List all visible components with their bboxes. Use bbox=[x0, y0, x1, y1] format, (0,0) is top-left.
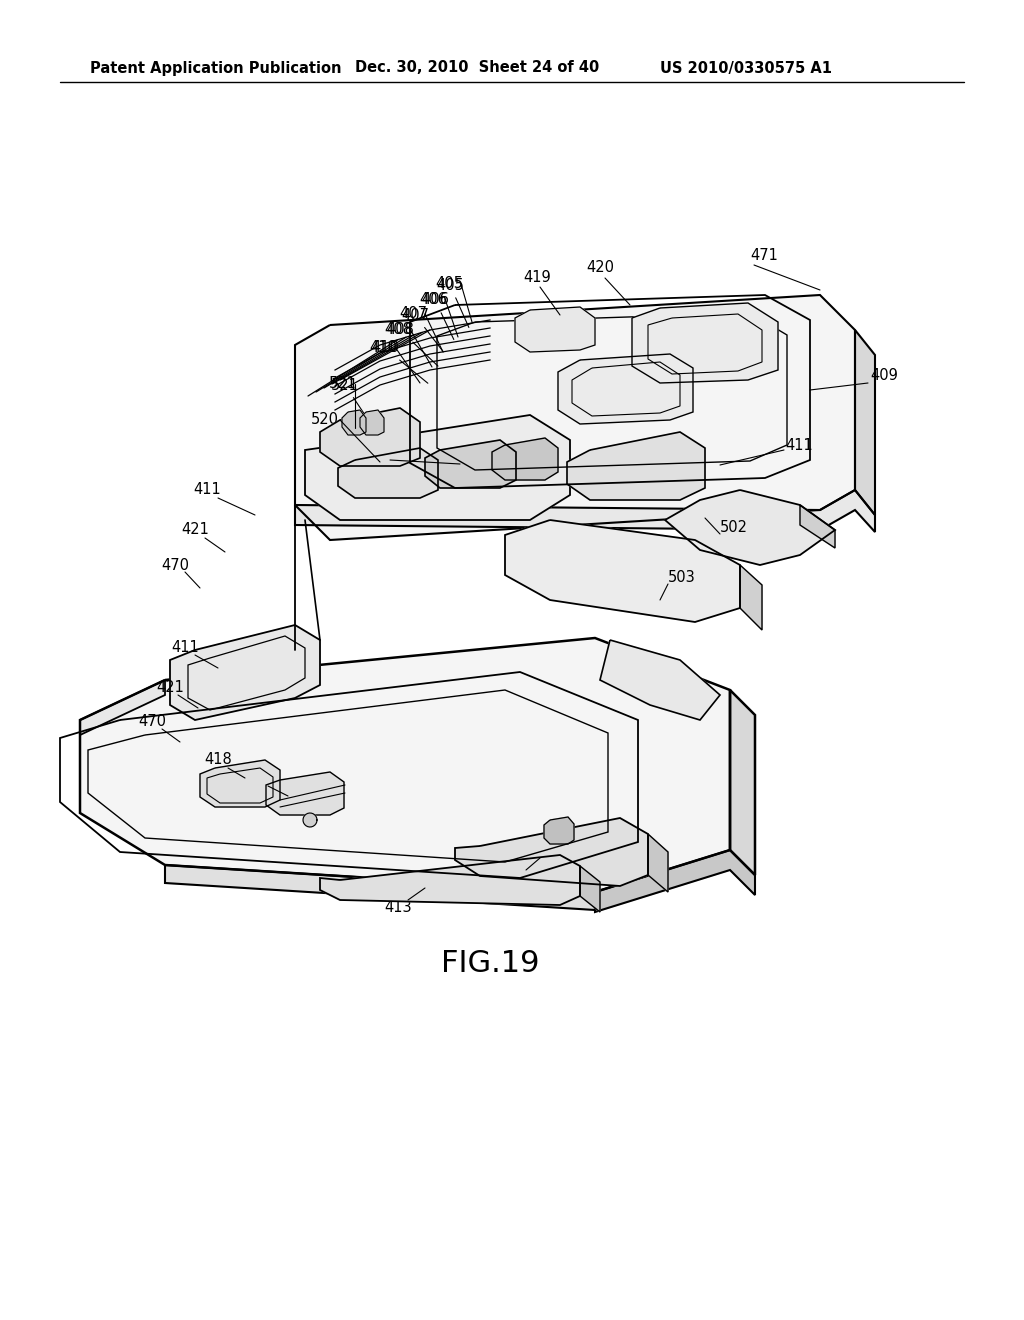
Polygon shape bbox=[730, 690, 755, 875]
Polygon shape bbox=[319, 408, 420, 466]
Polygon shape bbox=[740, 565, 762, 630]
Polygon shape bbox=[425, 440, 516, 488]
Polygon shape bbox=[165, 865, 595, 909]
Polygon shape bbox=[595, 850, 755, 912]
Polygon shape bbox=[319, 855, 580, 906]
Polygon shape bbox=[342, 411, 366, 436]
Text: 470: 470 bbox=[161, 557, 189, 573]
Text: 418: 418 bbox=[204, 752, 231, 767]
Text: 411: 411 bbox=[171, 640, 199, 656]
Polygon shape bbox=[600, 640, 720, 719]
Text: 502: 502 bbox=[720, 520, 748, 536]
Polygon shape bbox=[295, 490, 874, 532]
Text: 411: 411 bbox=[785, 437, 813, 453]
Text: 406: 406 bbox=[421, 293, 454, 339]
Text: 405: 405 bbox=[436, 277, 469, 327]
Polygon shape bbox=[200, 760, 280, 807]
Text: 601: 601 bbox=[504, 855, 531, 870]
Polygon shape bbox=[80, 680, 165, 735]
Polygon shape bbox=[305, 414, 570, 520]
Text: 410: 410 bbox=[371, 341, 428, 383]
Text: 417: 417 bbox=[244, 771, 272, 785]
Polygon shape bbox=[665, 490, 835, 565]
Polygon shape bbox=[492, 438, 558, 480]
Text: 410: 410 bbox=[369, 339, 397, 355]
Text: 411: 411 bbox=[194, 483, 221, 498]
Text: 421: 421 bbox=[156, 681, 184, 696]
Text: 521: 521 bbox=[331, 378, 374, 428]
Polygon shape bbox=[855, 330, 874, 515]
Polygon shape bbox=[80, 638, 730, 892]
Polygon shape bbox=[266, 772, 344, 814]
Polygon shape bbox=[544, 817, 574, 843]
Text: 406: 406 bbox=[419, 292, 446, 306]
Text: 407: 407 bbox=[399, 306, 427, 322]
Polygon shape bbox=[303, 813, 317, 828]
Text: 470: 470 bbox=[138, 714, 166, 730]
Text: 521: 521 bbox=[329, 376, 357, 392]
Polygon shape bbox=[800, 506, 835, 548]
Polygon shape bbox=[295, 294, 855, 540]
Text: 500: 500 bbox=[366, 453, 394, 467]
Text: 419: 419 bbox=[523, 271, 551, 285]
Polygon shape bbox=[360, 411, 384, 436]
Polygon shape bbox=[567, 432, 705, 500]
Polygon shape bbox=[455, 818, 648, 886]
Polygon shape bbox=[648, 834, 668, 892]
Text: Dec. 30, 2010  Sheet 24 of 40: Dec. 30, 2010 Sheet 24 of 40 bbox=[355, 61, 599, 75]
Polygon shape bbox=[632, 304, 778, 383]
Text: FIG.19: FIG.19 bbox=[440, 949, 540, 978]
Polygon shape bbox=[505, 520, 740, 622]
Text: 421: 421 bbox=[181, 523, 209, 537]
Text: 408: 408 bbox=[386, 322, 438, 366]
Text: US 2010/0330575 A1: US 2010/0330575 A1 bbox=[660, 61, 831, 75]
Text: 503: 503 bbox=[668, 570, 695, 586]
Polygon shape bbox=[580, 866, 600, 912]
Polygon shape bbox=[558, 354, 693, 424]
Text: 520: 520 bbox=[311, 412, 339, 428]
Text: 407: 407 bbox=[401, 308, 443, 352]
Polygon shape bbox=[338, 447, 438, 498]
Text: 420: 420 bbox=[586, 260, 614, 276]
Text: Patent Application Publication: Patent Application Publication bbox=[90, 61, 341, 75]
Text: 409: 409 bbox=[870, 367, 898, 383]
Polygon shape bbox=[515, 308, 595, 352]
Text: 413: 413 bbox=[384, 899, 412, 915]
Text: 405: 405 bbox=[435, 276, 463, 292]
Polygon shape bbox=[170, 624, 319, 719]
Text: 408: 408 bbox=[384, 322, 412, 337]
Text: 471: 471 bbox=[750, 248, 778, 263]
